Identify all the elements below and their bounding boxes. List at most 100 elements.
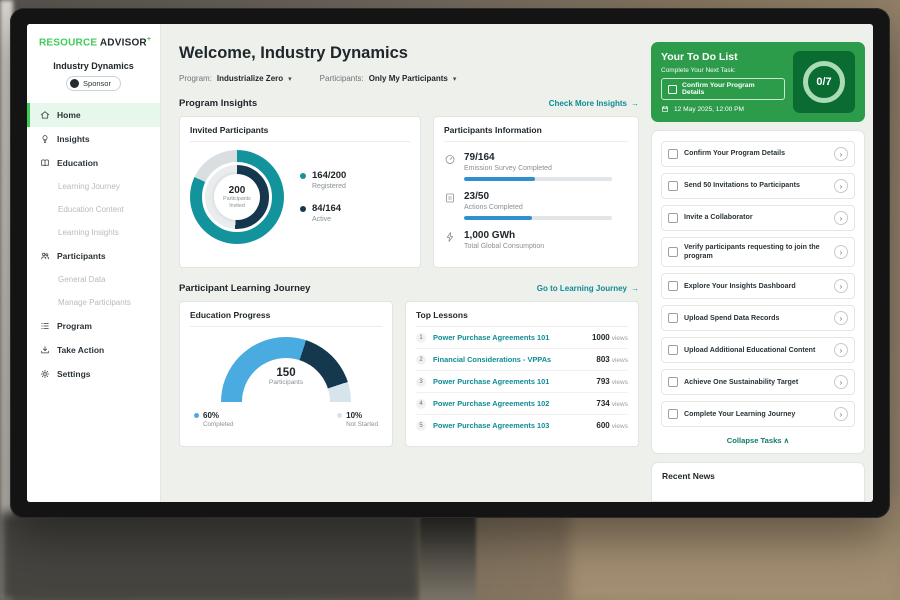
views-suffix: views [612,335,628,342]
checkbox[interactable] [668,409,678,419]
sponsor-icon [70,79,79,88]
stat-emission-survey: 79/164 Emission Survey Completed [444,152,628,181]
task-list-card: Confirm Your Program Details › Send 50 I… [651,130,865,454]
checkbox[interactable] [668,213,678,223]
participants-filter[interactable]: Participants: Only My Participants ▾ [320,74,457,83]
chevron-right-icon[interactable]: › [834,279,848,293]
lesson-views: 600 [596,421,609,430]
check-more-insights-link[interactable]: Check More Insights → [549,99,639,108]
participants-filter-label: Participants: [320,74,364,83]
lesson-row: 2 Financial Considerations - VPPAs 803vi… [416,349,628,371]
task-row[interactable]: Complete Your Learning Journey › [661,401,855,427]
sidebar-item-manage-participants[interactable]: Manage Participants [27,291,160,314]
todo-progress-value: 0/7 [816,76,831,88]
lesson-rank: 2 [416,355,426,365]
clipboard-icon [444,192,456,204]
stat-label: Total Global Consumption [464,243,544,250]
sidebar-nav: Home Insights Education Learning Journey… [27,103,160,386]
program-filter[interactable]: Program: Industrialize Zero ▾ [179,74,292,83]
sidebar-item-settings[interactable]: Settings [27,362,160,386]
chevron-right-icon[interactable]: › [834,245,848,259]
task-row[interactable]: Verify participants requesting to join t… [661,237,855,267]
legend-dot [300,173,306,179]
go-to-learning-journey-link[interactable]: Go to Learning Journey → [537,284,639,293]
task-row[interactable]: Upload Additional Educational Content › [661,337,855,363]
chevron-right-icon[interactable]: › [834,343,848,357]
lesson-link[interactable]: Power Purchase Agreements 103 [433,421,596,430]
recent-news-title: Recent News [662,471,715,481]
legend-value: 84/164 [312,204,341,214]
filter-bar: Program: Industrialize Zero ▾ Participan… [179,74,639,83]
lesson-link[interactable]: Financial Considerations - VPPAs [433,355,596,364]
invited-total-label: Invited [229,203,245,209]
checkbox[interactable] [668,313,678,323]
sidebar-item-participants[interactable]: Participants [27,244,160,268]
sidebar-item-general-data[interactable]: General Data [27,268,160,291]
views-suffix: views [612,401,628,408]
lesson-views: 734 [596,399,609,408]
legend-item-completed: 60% Completed [194,411,233,428]
gear-icon [40,369,50,379]
people-icon [40,251,50,261]
sidebar-item-label: Insights [57,134,90,144]
chevron-right-icon[interactable]: › [834,375,848,389]
sidebar-item-education[interactable]: Education [27,151,160,175]
next-task-row[interactable]: Confirm Your Program Details [661,78,785,100]
section-title: Participant Learning Journey [179,283,310,294]
sidebar-item-insights[interactable]: Insights [27,127,160,151]
chevron-right-icon[interactable]: › [834,211,848,225]
download-icon [40,345,50,355]
learning-journey-header: Participant Learning Journey Go to Learn… [179,283,639,294]
legend-dot [194,413,199,418]
task-row[interactable]: Explore Your Insights Dashboard › [661,273,855,299]
sidebar-item-learning-insights[interactable]: Learning Insights [27,221,160,244]
chevron-right-icon[interactable]: › [834,179,848,193]
todo-summary-card: Your To Do List Complete Your Next Task:… [651,42,865,122]
sidebar-item-home[interactable]: Home [27,103,160,127]
checkbox[interactable] [668,85,677,94]
participants-filter-value: Only My Participants [369,74,448,83]
lesson-link[interactable]: Power Purchase Agreements 101 [433,333,592,342]
sidebar-item-take-action[interactable]: Take Action [27,338,160,362]
task-label: Confirm Your Program Details [684,149,828,158]
task-label: Upload Spend Data Records [684,314,828,323]
checkbox[interactable] [668,281,678,291]
lesson-rank: 1 [416,333,426,343]
sidebar-item-program[interactable]: Program [27,314,160,338]
logo-plus: + [147,36,151,43]
checkbox[interactable] [668,345,678,355]
task-row[interactable]: Achieve One Sustainability Target › [661,369,855,395]
sidebar-item-education-content[interactable]: Education Content [27,198,160,221]
task-row[interactable]: Upload Spend Data Records › [661,305,855,331]
home-icon [40,110,50,120]
checkbox[interactable] [668,247,678,257]
chevron-right-icon[interactable]: › [834,407,848,421]
sidebar-item-learning-journey[interactable]: Learning Journey [27,175,160,198]
todo-title: Your To Do List [661,51,785,63]
lesson-link[interactable]: Power Purchase Agreements 102 [433,399,596,408]
stat-value: 1,000 GWh [464,230,544,241]
collapse-tasks-link[interactable]: Collapse Tasks ∧ [661,433,855,449]
task-label: Achieve One Sustainability Target [684,378,828,387]
next-task-label: Confirm Your Program Details [682,82,778,96]
checkbox[interactable] [668,149,678,159]
checkbox[interactable] [668,181,678,191]
invited-participants-card: Invited Participants 200 Participants In… [179,116,421,268]
stat-value: 23/50 [464,191,612,202]
chevron-right-icon[interactable]: › [834,147,848,161]
chevron-down-icon: ▾ [288,75,292,83]
task-row[interactable]: Invite a Collaborator › [661,205,855,231]
checkbox[interactable] [668,377,678,387]
meter-icon [444,153,456,165]
chevron-right-icon[interactable]: › [834,311,848,325]
lesson-link[interactable]: Power Purchase Agreements 101 [433,377,596,386]
task-row[interactable]: Send 50 Invitations to Participants › [661,173,855,199]
task-row[interactable]: Confirm Your Program Details › [661,141,855,167]
book-icon [40,158,50,168]
legend-label: Completed [194,421,233,428]
link-label: Go to Learning Journey [537,284,627,293]
monitor-bezel: RESOURCE ADVISOR+ Industry Dynamics Spon… [10,8,890,518]
chevron-up-icon: ∧ [784,436,790,445]
energy-icon [444,231,456,243]
card-title: Education Progress [190,310,382,327]
